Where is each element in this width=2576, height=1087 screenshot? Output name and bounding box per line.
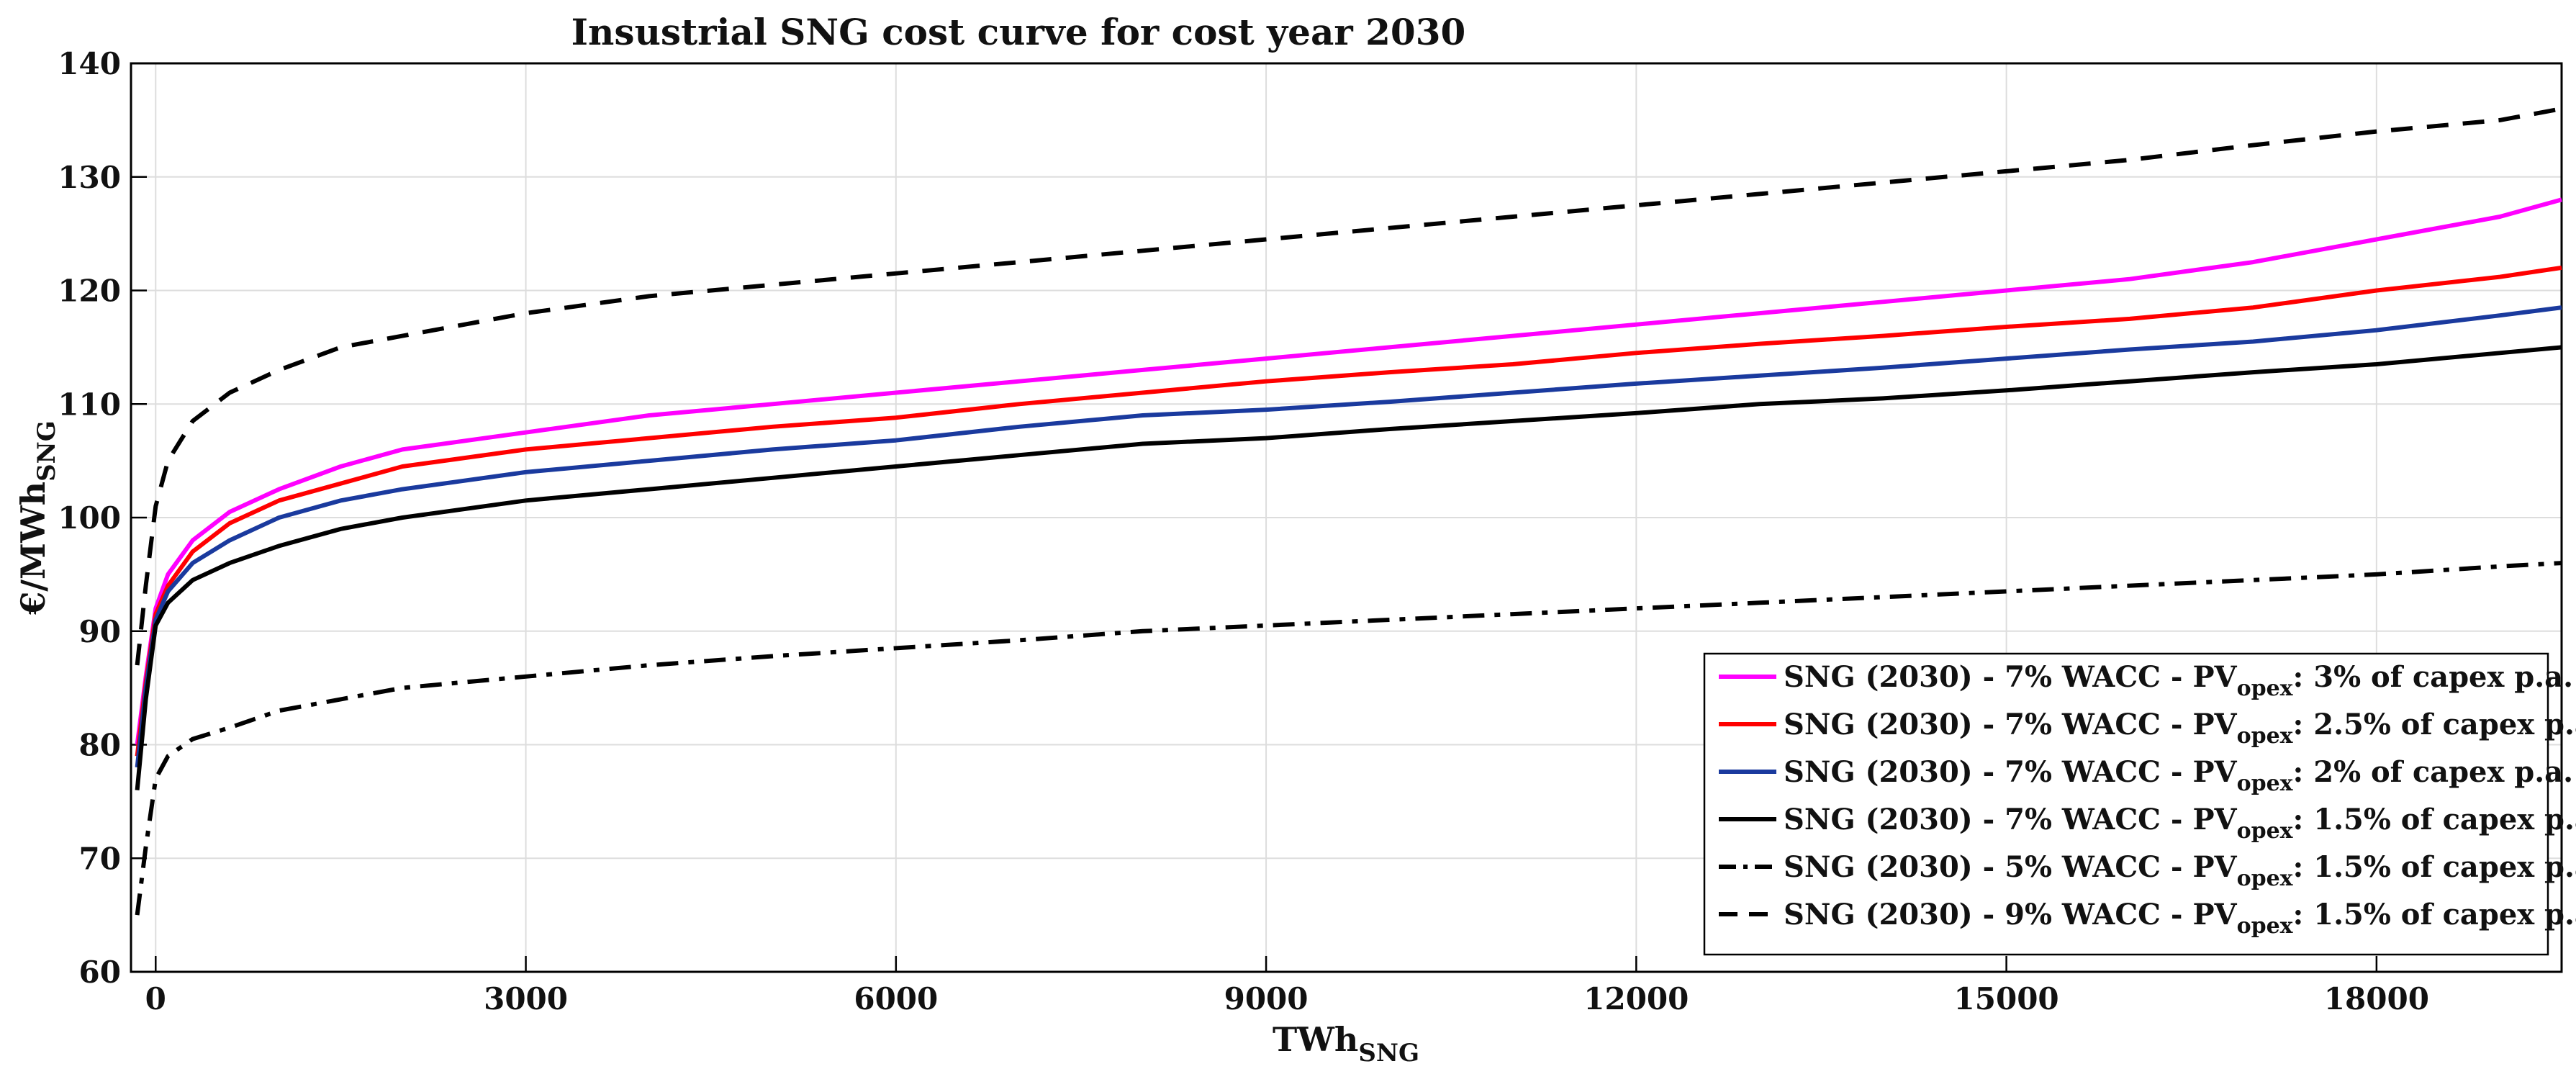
series-line-3 <box>135 305 2562 768</box>
legend-label-3: SNG (2030) - 7% WACC - PVopex: 2% of cap… <box>1784 755 2573 796</box>
y-tick-label: 100 <box>58 500 121 536</box>
series-line-1 <box>135 197 2562 745</box>
legend-label-suffix: : 3% of capex p.a. <box>2293 660 2573 694</box>
legend-label-prefix: SNG (2030) - 7% WACC - PV <box>1784 755 2238 789</box>
legend-label-sub: opex <box>2237 771 2294 796</box>
y-tick-labels: 60 70 80 90 100 110 120 130 140 <box>58 46 121 990</box>
series-line-5 <box>135 561 2562 916</box>
legend-label-prefix: SNG (2030) - 5% WACC - PV <box>1784 850 2238 884</box>
legend-label-sub: opex <box>2237 818 2294 844</box>
y-tick-label: 60 <box>79 955 121 990</box>
x-axis-label: TWhSNG <box>1273 1020 1419 1068</box>
x-axis-label-main: TWh <box>1273 1020 1358 1059</box>
legend-label-sub: opex <box>2237 676 2294 701</box>
plot-frame <box>130 62 2563 973</box>
y-tick-label: 130 <box>58 160 121 195</box>
y-axis-label-main: €/MWh <box>14 482 53 615</box>
legend-label-2: SNG (2030) - 7% WACC - PVopex: 2.5% of c… <box>1784 708 2576 749</box>
legend-label-6: SNG (2030) - 9% WACC - PVopex: 1.5% of c… <box>1784 898 2576 939</box>
x-tick-labels: 0 3000 6000 9000 12000 15000 18000 <box>145 981 2429 1016</box>
legend-label-5: SNG (2030) - 5% WACC - PVopex: 1.5% of c… <box>1784 850 2576 891</box>
legend-items: SNG (2030) - 7% WACC - PVopex: 3% of cap… <box>1719 660 2576 939</box>
y-tick-label: 80 <box>79 728 121 763</box>
x-tick-label: 3000 <box>484 981 568 1016</box>
legend-label-prefix: SNG (2030) - 7% WACC - PV <box>1784 803 2238 836</box>
x-tick-label: 15000 <box>1954 981 2059 1016</box>
y-tick-label: 90 <box>79 614 121 649</box>
x-tick-label: 9000 <box>1224 981 1309 1016</box>
legend-label-1: SNG (2030) - 7% WACC - PVopex: 3% of cap… <box>1784 660 2573 701</box>
x-tick-label: 0 <box>145 981 166 1016</box>
legend-label-suffix: : 2% of capex p.a. <box>2293 755 2573 789</box>
x-tick-label: 12000 <box>1583 981 1689 1016</box>
y-tick-label: 120 <box>58 274 121 309</box>
legend-label-suffix: : 1.5% of capex p.a. <box>2293 898 2576 932</box>
x-axis-label-sub: SNG <box>1358 1039 1419 1068</box>
chart-title: Insustrial SNG cost curve for cost year … <box>571 11 1466 53</box>
series-line-4 <box>135 345 2562 790</box>
x-tick-label: 18000 <box>2324 981 2429 1016</box>
y-axis-label-sub: SNG <box>32 420 61 482</box>
legend-label-prefix: SNG (2030) - 7% WACC - PV <box>1784 708 2238 741</box>
legend-label-suffix: : 2.5% of capex p.a. <box>2293 708 2576 741</box>
y-tick-label: 70 <box>79 841 121 876</box>
legend-label-prefix: SNG (2030) - 9% WACC - PV <box>1784 898 2238 932</box>
legend: SNG (2030) - 7% WACC - PVopex: 3% of cap… <box>1703 652 2576 956</box>
series-line-6 <box>135 107 2562 666</box>
legend-label-suffix: : 1.5% of capex p.a. <box>2293 803 2576 836</box>
legend-label-sub: opex <box>2237 914 2294 939</box>
legend-label-sub: opex <box>2237 723 2294 749</box>
series-line-2 <box>135 265 2562 757</box>
y-tick-label: 140 <box>58 46 121 81</box>
x-tick-label: 6000 <box>854 981 938 1016</box>
series-lines <box>135 107 2562 916</box>
legend-label-sub: opex <box>2237 866 2294 891</box>
legend-label-suffix: : 1.5% of capex p.a. <box>2293 850 2576 884</box>
y-axis-label: €/MWhSNG <box>14 420 61 615</box>
y-tick-label: 110 <box>58 387 121 422</box>
legend-label-4: SNG (2030) - 7% WACC - PVopex: 1.5% of c… <box>1784 803 2576 844</box>
legend-label-prefix: SNG (2030) - 7% WACC - PV <box>1784 660 2238 694</box>
legend-box <box>1703 652 2549 956</box>
